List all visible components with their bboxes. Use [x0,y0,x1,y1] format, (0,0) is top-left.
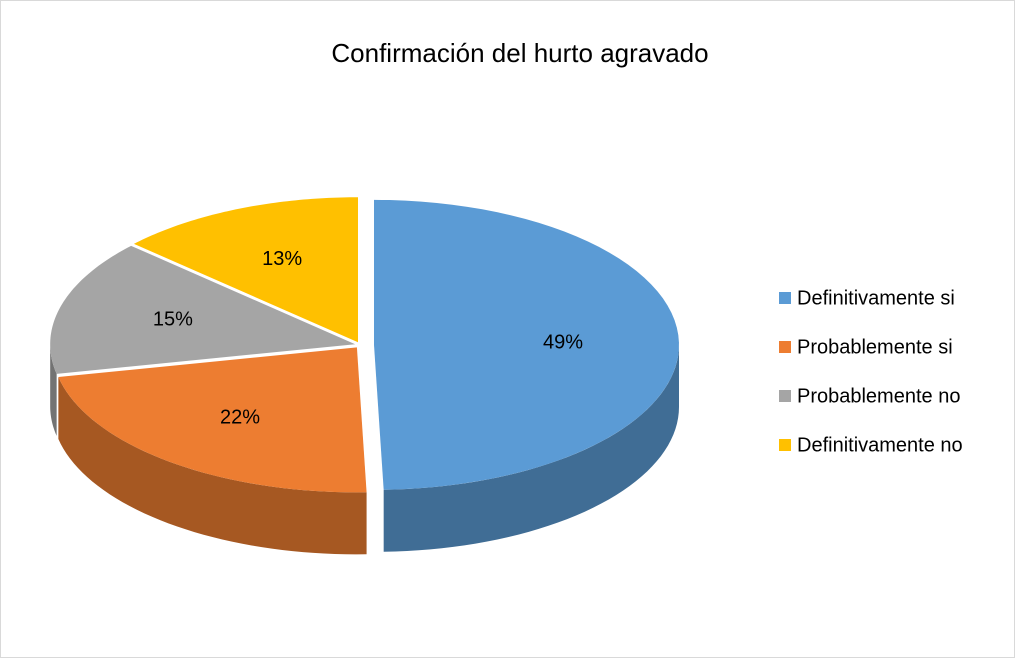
legend-label: Probablemente si [797,336,953,358]
data-label: 49% [543,332,583,354]
slice-side [383,344,679,552]
slice [133,197,358,343]
legend-swatch [779,390,791,402]
slice [58,347,367,493]
data-label: 13% [262,248,302,270]
legend-swatch [779,292,791,304]
data-label: 15% [153,309,193,331]
data-label: 22% [220,406,260,428]
legend-label: Definitivamente si [797,287,955,309]
legend-label: Probablemente no [797,385,960,407]
pie-sides [50,344,679,555]
legend-swatch [779,439,791,451]
pie-tops [50,197,679,493]
slice-side [58,377,367,555]
legend-label: Definitivamente no [797,434,963,456]
slice [373,199,679,490]
legend-swatch [779,341,791,353]
slice-side [50,344,57,436]
chart-title: Confirmación del hurto agravado [331,38,708,68]
slice [50,245,356,374]
